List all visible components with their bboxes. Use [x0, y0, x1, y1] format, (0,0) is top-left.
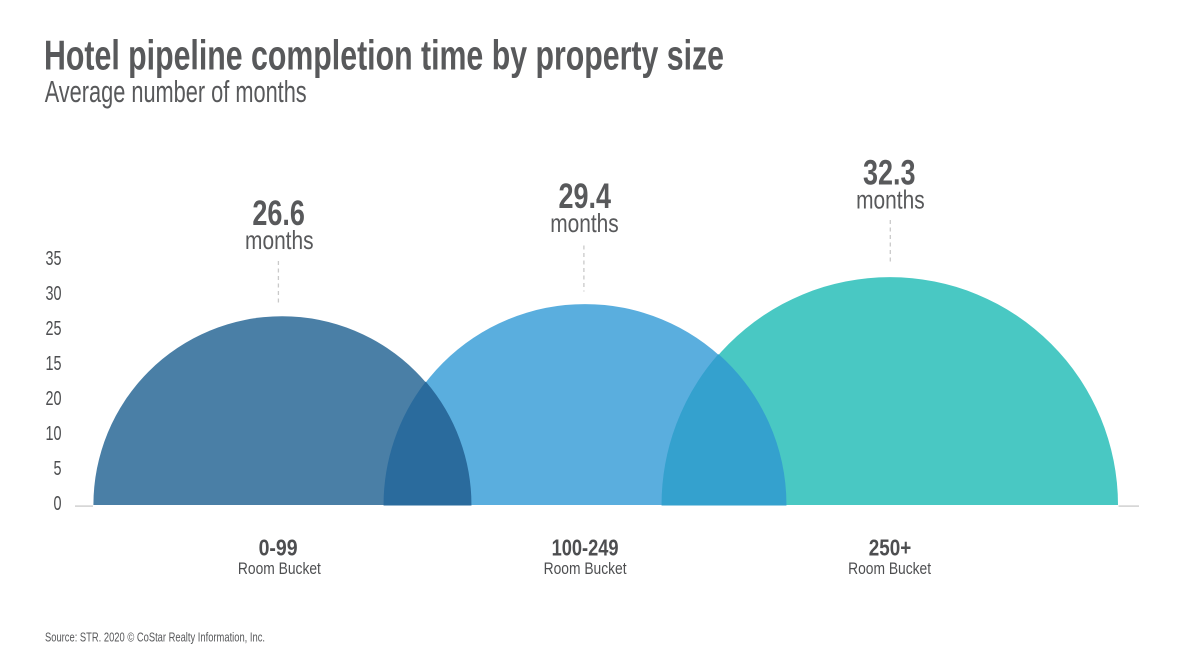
svg-text:25: 25 [46, 318, 62, 340]
svg-text:20: 20 [46, 388, 62, 410]
svg-text:months: months [550, 208, 619, 238]
svg-text:0: 0 [54, 493, 62, 515]
svg-text:0-99: 0-99 [259, 535, 298, 561]
svg-text:15: 15 [46, 353, 62, 375]
svg-text:32.3: 32.3 [863, 154, 916, 193]
svg-text:10: 10 [46, 423, 62, 445]
svg-text:months: months [245, 225, 314, 255]
svg-text:100-249: 100-249 [552, 535, 619, 561]
svg-text:Source: STR. 2020 © CoStar Rea: Source: STR. 2020 © CoStar Realty Inform… [45, 629, 265, 644]
svg-text:5: 5 [54, 458, 62, 480]
svg-text:Room Bucket: Room Bucket [544, 560, 627, 578]
svg-text:35: 35 [46, 248, 62, 270]
svg-text:26.6: 26.6 [252, 194, 305, 233]
svg-text:months: months [856, 185, 925, 215]
svg-text:250+: 250+ [869, 535, 912, 561]
svg-text:29.4: 29.4 [559, 177, 612, 216]
svg-text:Hotel pipeline completion time: Hotel pipeline completion time by proper… [44, 31, 724, 78]
svg-text:Room Bucket: Room Bucket [238, 560, 321, 578]
svg-text:Room Bucket: Room Bucket [848, 560, 931, 578]
svg-text:30: 30 [46, 283, 62, 305]
svg-text:Average number of months: Average number of months [45, 74, 307, 109]
